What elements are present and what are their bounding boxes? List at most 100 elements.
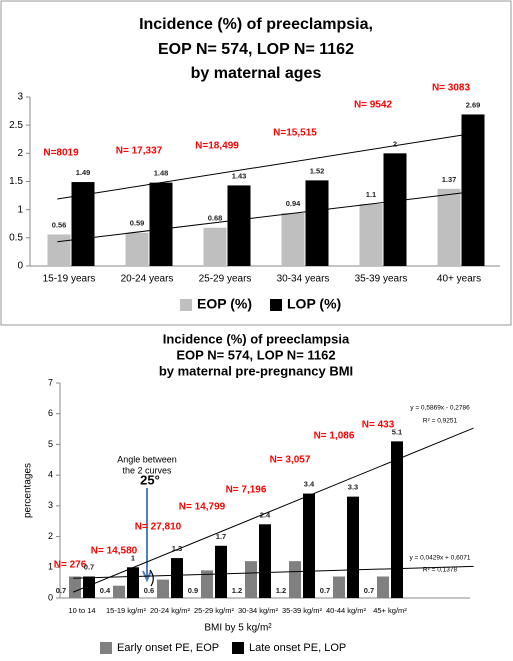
trend-line bbox=[57, 133, 471, 200]
n-label: N= 27,810 bbox=[135, 522, 182, 533]
bar bbox=[125, 232, 149, 266]
trend-line bbox=[57, 191, 471, 243]
value-label: 0.59 bbox=[130, 219, 145, 228]
y-tick-label: 6 bbox=[48, 408, 53, 418]
value-label: 1.1 bbox=[366, 190, 376, 199]
trend-equation: y = 0,0429x + 0,6071 bbox=[409, 555, 470, 562]
chart-title: by maternal pre-pregnancy BMI bbox=[159, 363, 353, 378]
value-label: 0.7 bbox=[84, 562, 94, 571]
annotation: the 2 curves bbox=[122, 465, 172, 475]
trend-equation: R² = 0,1378 bbox=[423, 567, 458, 574]
value-label: 1.2 bbox=[276, 586, 286, 595]
bar bbox=[383, 153, 407, 266]
value-label: 1.2 bbox=[232, 586, 242, 595]
bar bbox=[289, 561, 301, 598]
value-label: 1.3 bbox=[172, 544, 182, 553]
value-label: 1.43 bbox=[232, 171, 247, 180]
legend-label: LOP (%) bbox=[287, 296, 341, 312]
y-tick-label: 3 bbox=[48, 500, 53, 510]
bar bbox=[201, 570, 213, 598]
annotation-arrowhead bbox=[142, 570, 152, 583]
bar bbox=[303, 493, 315, 598]
n-label: N= 276 bbox=[54, 560, 87, 571]
n-label: N= 17,337 bbox=[116, 146, 163, 157]
bar bbox=[47, 234, 71, 266]
bar bbox=[215, 545, 227, 598]
bar bbox=[113, 585, 125, 598]
bar bbox=[227, 185, 251, 266]
n-label: N=8019 bbox=[43, 148, 79, 159]
bar bbox=[281, 213, 305, 266]
y-axis-label: percentages bbox=[23, 463, 34, 518]
x-tick-label: 35-39 kg/m² bbox=[282, 606, 323, 615]
n-label: N= 433 bbox=[362, 420, 395, 431]
chart-title: EOP N= 574, LOP N= 1162 bbox=[176, 347, 335, 362]
chart-title: by maternal ages bbox=[191, 65, 322, 82]
y-tick-label: 0.5 bbox=[9, 232, 23, 243]
value-label: 1.48 bbox=[154, 169, 169, 178]
bar bbox=[69, 576, 81, 598]
bar bbox=[359, 204, 383, 266]
legend-label: Early onset PE, EOP bbox=[117, 642, 219, 654]
y-tick-label: 1 bbox=[48, 562, 53, 572]
x-tick-label: 30-34 years bbox=[277, 274, 330, 285]
value-label: 0.56 bbox=[52, 220, 67, 229]
bar bbox=[171, 558, 183, 598]
bar bbox=[391, 441, 403, 598]
value-label: 2 bbox=[393, 139, 397, 148]
value-label: 3.3 bbox=[348, 483, 358, 492]
angle-arc bbox=[149, 569, 154, 587]
bar bbox=[347, 496, 359, 598]
chart-title: Incidence (%) of preeclampsia bbox=[163, 331, 350, 346]
bar bbox=[127, 567, 139, 598]
y-tick-label: 5 bbox=[48, 439, 53, 449]
value-label: 0.9 bbox=[188, 586, 198, 595]
value-label: 0.4 bbox=[100, 586, 111, 595]
y-tick-label: 1 bbox=[17, 204, 23, 215]
value-label: 0.94 bbox=[286, 199, 301, 208]
y-tick-label: 4 bbox=[48, 470, 53, 480]
chart-frame bbox=[0, 0, 512, 326]
legend-swatch bbox=[270, 299, 282, 311]
value-label: 0.7 bbox=[56, 586, 66, 595]
y-tick-label: 2.5 bbox=[9, 120, 23, 131]
n-label: N=15,515 bbox=[273, 128, 317, 139]
bar bbox=[437, 188, 461, 266]
legend-swatch bbox=[100, 642, 112, 654]
trend-line bbox=[73, 427, 474, 593]
value-label: 3.4 bbox=[304, 480, 315, 489]
trend-equation: y = 0,5869x - 0,2786 bbox=[410, 405, 470, 412]
trend-line bbox=[73, 565, 474, 579]
bar bbox=[461, 114, 485, 266]
x-tick-label: 15-19 years bbox=[43, 274, 96, 285]
x-tick-label: 20-24 kg/m² bbox=[150, 606, 191, 615]
y-tick-label: 2 bbox=[48, 531, 53, 541]
value-label: 0.7 bbox=[364, 586, 374, 595]
x-axis-label: BMI by 5 kg/m² bbox=[204, 623, 272, 634]
bar bbox=[203, 227, 227, 266]
y-tick-label: 0 bbox=[17, 261, 23, 272]
x-tick-label: 40-44 kg/m² bbox=[326, 606, 367, 615]
x-tick-label: 25-29 kg/m² bbox=[194, 606, 235, 615]
value-label: 2.4 bbox=[260, 510, 271, 519]
y-tick-label: 7 bbox=[48, 377, 53, 387]
n-label: N= 7,196 bbox=[226, 485, 267, 496]
chart-title: EOP N= 574, LOP N= 1162 bbox=[158, 41, 354, 58]
value-label: 5.1 bbox=[392, 427, 402, 436]
n-label: N= 14,799 bbox=[179, 502, 226, 513]
value-label: 1.52 bbox=[310, 166, 325, 175]
value-label: 1.49 bbox=[76, 168, 91, 177]
trend-equation: R² = 0,9251 bbox=[423, 418, 458, 425]
n-label: N= 3083 bbox=[432, 83, 471, 94]
value-label: 0.6 bbox=[144, 586, 154, 595]
bar bbox=[71, 182, 95, 266]
bar bbox=[157, 579, 169, 598]
bar bbox=[333, 576, 345, 598]
x-tick-label: 15-19 kg/m² bbox=[106, 606, 147, 615]
legend-swatch bbox=[232, 642, 244, 654]
legend-label: EOP (%) bbox=[197, 296, 252, 312]
value-label: 0.68 bbox=[208, 214, 223, 223]
value-label: 1.37 bbox=[442, 175, 457, 184]
value-label: 0.7 bbox=[320, 586, 330, 595]
